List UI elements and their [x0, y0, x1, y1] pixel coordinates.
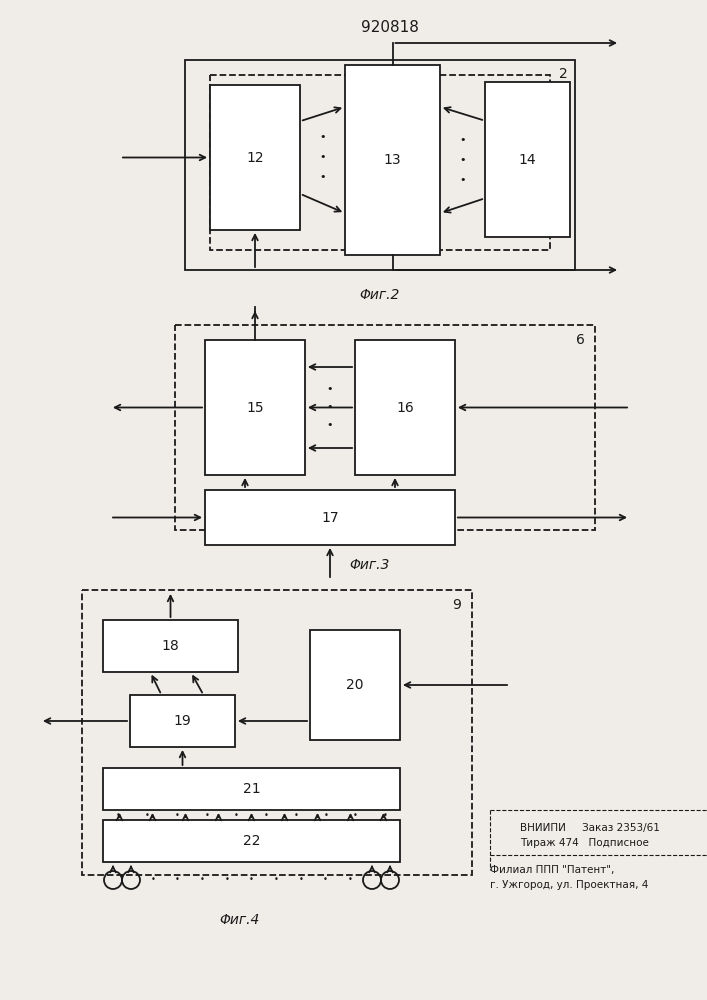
Text: •: •	[200, 876, 205, 884]
Text: •: •	[323, 876, 328, 884]
Text: 9: 9	[452, 598, 462, 612]
Bar	[175, 325, 595, 530]
Text: •: •	[460, 155, 466, 165]
Bar	[345, 65, 440, 255]
Bar	[310, 630, 400, 740]
Text: •: •	[320, 132, 326, 142]
Bar	[130, 695, 235, 747]
Text: Тираж 474   Подписное: Тираж 474 Подписное	[520, 838, 649, 848]
Text: •: •	[323, 810, 328, 820]
Text: Филиал ППП "Патент",: Филиал ППП "Патент",	[490, 865, 614, 875]
Text: •: •	[460, 175, 466, 185]
Text: 16: 16	[396, 400, 414, 414]
Text: 14: 14	[519, 152, 537, 166]
Text: •: •	[145, 810, 150, 820]
Text: Φиг.2: Φиг.2	[360, 288, 400, 302]
Text: 19: 19	[174, 714, 192, 728]
Bar	[210, 85, 300, 230]
Text: •: •	[224, 876, 229, 884]
Bar	[82, 590, 472, 875]
Bar	[103, 620, 238, 672]
Text: •: •	[353, 810, 358, 820]
Text: •: •	[320, 152, 326, 162]
Bar	[485, 82, 570, 237]
Text: 15: 15	[246, 400, 264, 414]
Text: ВНИИПИ     Заказ 2353/61: ВНИИПИ Заказ 2353/61	[520, 823, 660, 833]
Text: •: •	[175, 810, 180, 820]
Text: •: •	[293, 810, 298, 820]
Text: •: •	[320, 172, 326, 182]
Text: 920818: 920818	[361, 20, 419, 35]
Text: •: •	[327, 420, 333, 430]
Text: г. Ужгород, ул. Проектная, 4: г. Ужгород, ул. Проектная, 4	[490, 880, 648, 890]
Text: •: •	[264, 810, 269, 820]
Text: •: •	[151, 876, 156, 884]
Bar	[205, 490, 455, 545]
Text: •: •	[298, 876, 303, 884]
Text: •: •	[234, 810, 239, 820]
Text: 6: 6	[575, 333, 585, 347]
Text: 12: 12	[246, 150, 264, 164]
Text: •: •	[274, 876, 279, 884]
Bar	[103, 768, 400, 810]
Text: •: •	[327, 384, 333, 394]
Text: Φиг.4: Φиг.4	[220, 913, 260, 927]
Text: 13: 13	[384, 153, 402, 167]
Text: •: •	[115, 810, 120, 820]
Text: Φиг.3: Φиг.3	[350, 558, 390, 572]
Text: •: •	[327, 402, 333, 412]
Text: 21: 21	[243, 782, 260, 796]
Bar	[205, 340, 305, 475]
Text: •: •	[460, 135, 466, 145]
Text: •: •	[249, 876, 254, 884]
Bar	[185, 60, 575, 270]
Bar	[103, 820, 400, 862]
Text: 20: 20	[346, 678, 363, 692]
Text: 2: 2	[559, 67, 568, 81]
Text: 18: 18	[162, 639, 180, 653]
Text: •: •	[204, 810, 209, 820]
Text: 22: 22	[243, 834, 260, 848]
Bar	[355, 340, 455, 475]
Text: 17: 17	[321, 510, 339, 524]
Text: •: •	[382, 810, 387, 820]
Bar	[210, 75, 550, 250]
Text: •: •	[175, 876, 180, 884]
Text: •: •	[348, 876, 352, 884]
